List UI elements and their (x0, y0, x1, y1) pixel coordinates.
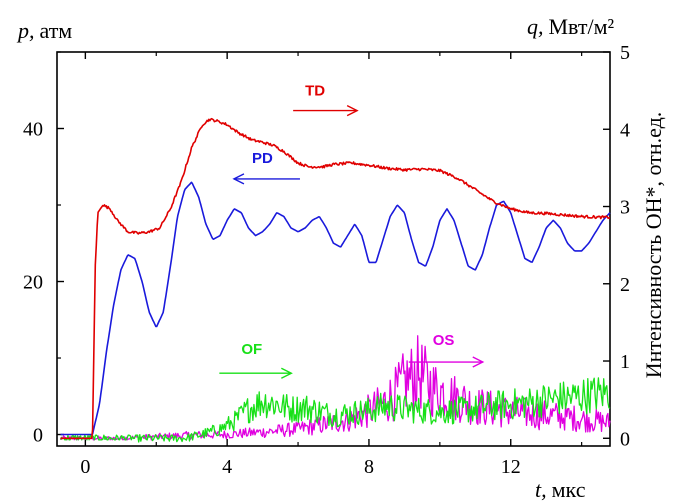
x-tick-label: 8 (364, 456, 374, 478)
x-unit: мкс (552, 477, 586, 502)
y-left-var: p, (16, 18, 35, 43)
series-os-line (59, 335, 611, 441)
x-tick-label: 4 (222, 456, 232, 478)
series-td-line (60, 117, 610, 440)
annotation-layer: TD PD OF OS (219, 83, 485, 379)
y-right-tick-label: 5 (620, 42, 630, 64)
x-var: t, (535, 477, 547, 502)
series-layer (59, 117, 611, 443)
y-left-tick-label: 40 (23, 119, 43, 141)
y-right-tick-label: 2 (620, 274, 630, 296)
series-label-of: OF (241, 341, 262, 358)
arrow-head (472, 356, 485, 368)
y-right-tick-label: 0 (620, 428, 630, 450)
y-right-tick-label: 4 (620, 119, 630, 141)
annotation-of: OF (219, 341, 293, 379)
series-of-line (59, 377, 611, 443)
annotation-td: TD (293, 83, 359, 117)
x-axis-title: t, мкс (535, 477, 586, 502)
arrow-head (232, 173, 245, 185)
x-tick-label: 12 (501, 456, 521, 478)
series-label-pd: PD (252, 150, 273, 167)
arrow-head (281, 367, 293, 379)
series-label-os: OS (433, 332, 455, 349)
y-right-unit: Мвт/м² (549, 14, 615, 39)
y-left-tick-label: 0 (33, 425, 43, 447)
y-right-tick-label: 3 (620, 197, 630, 219)
x-tick-label: 0 (80, 456, 90, 478)
y-right-intensity-title: Интенсивность OH*, отн.ед. (641, 112, 666, 379)
y-left-unit: атм (40, 18, 73, 43)
arrow-head (346, 104, 359, 117)
y-right-tick-label: 1 (620, 351, 630, 373)
series-pd-line (60, 181, 611, 436)
annotation-os: OS (408, 332, 485, 368)
plot-frame (56, 51, 611, 447)
plot-border (56, 51, 611, 447)
y-right-axis-title: q, Мвт/м² (527, 14, 615, 39)
series-label-td: TD (305, 83, 325, 100)
y-right-var: q, (527, 14, 544, 39)
annotation-pd: PD (232, 150, 300, 185)
y-left-tick-label: 20 (23, 272, 43, 294)
y-left-axis-title: p, атм (16, 18, 72, 43)
